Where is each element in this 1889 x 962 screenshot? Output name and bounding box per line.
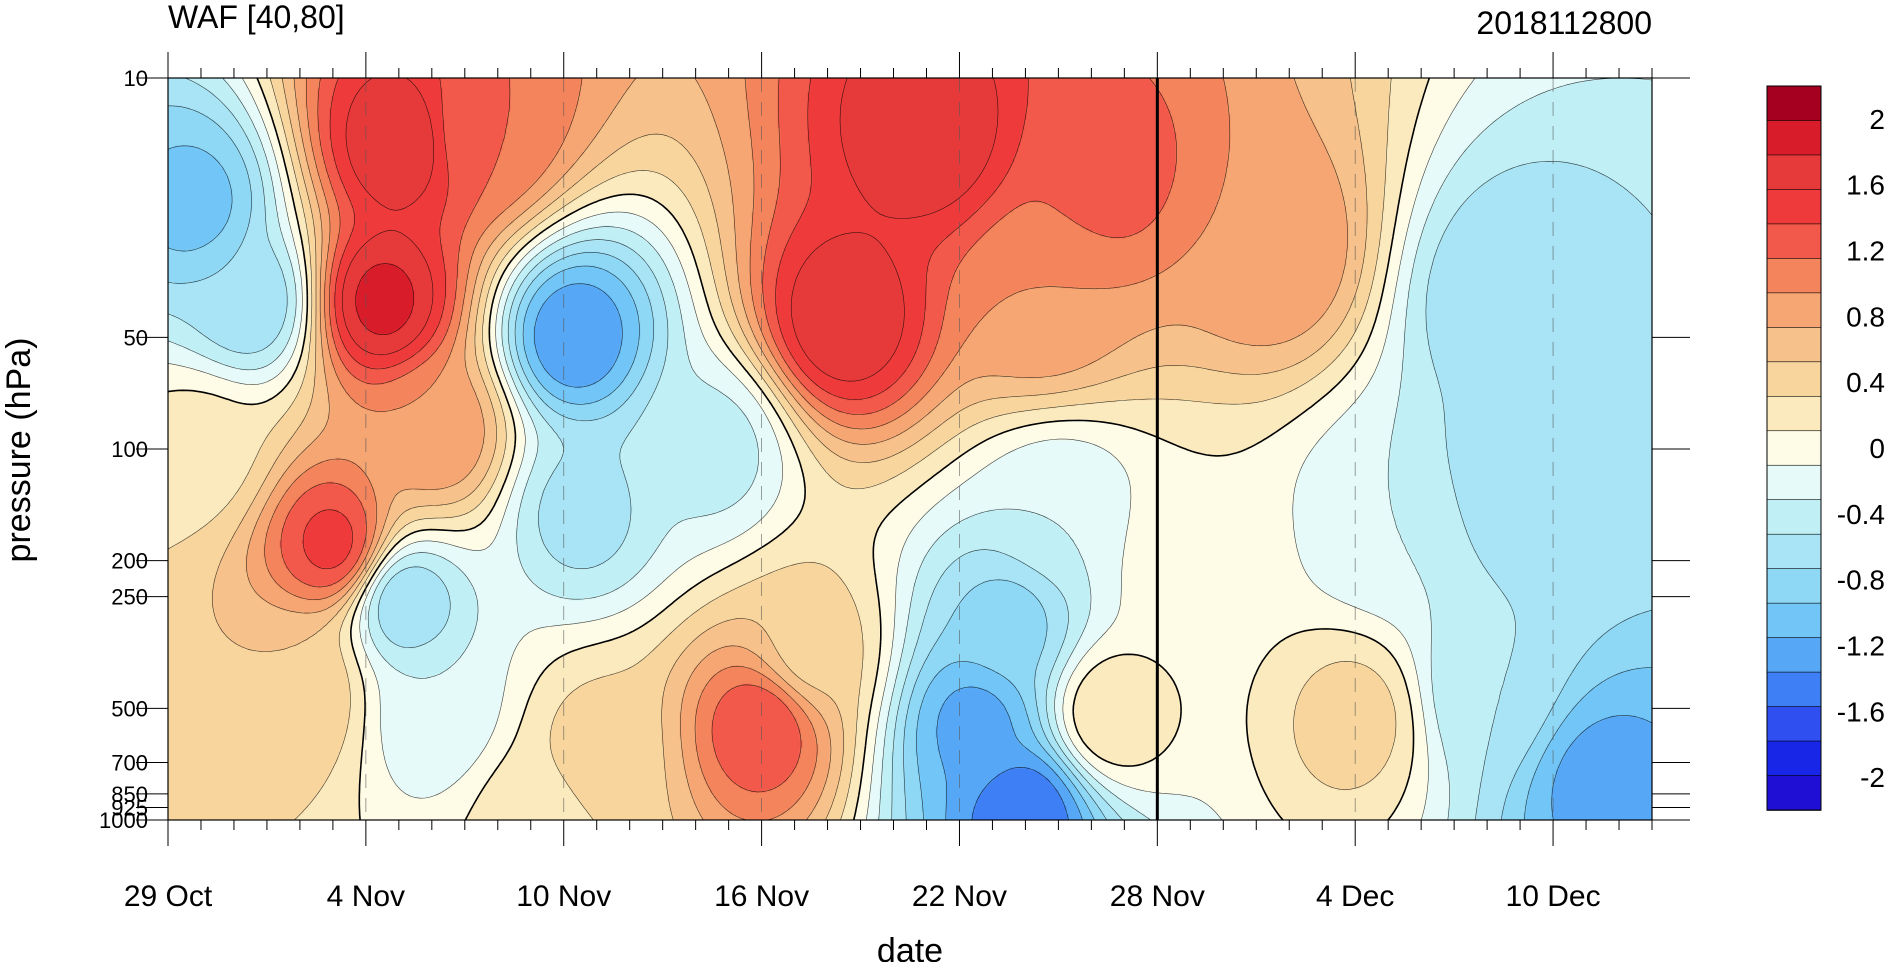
contour-line: [168, 78, 1476, 820]
colorbar-box: [1766, 671, 1822, 708]
y-tick-label: 200: [111, 549, 148, 574]
colorbar-label: -0.8: [1837, 565, 1885, 596]
colorbar-box: [1766, 637, 1822, 673]
y-tick-label: 925: [111, 795, 148, 820]
x-tick-label: 10 Dec: [1506, 880, 1601, 913]
contour-line: [355, 263, 414, 335]
colorbar-label: 2: [1869, 104, 1885, 135]
colorbar-box: [1766, 533, 1822, 570]
colorbar-box: [1766, 395, 1822, 432]
contour-line: [212, 78, 1368, 820]
contour-line: [533, 283, 1652, 820]
colorbar-box: [1766, 327, 1822, 363]
colorbar-box: [1766, 775, 1822, 811]
colorbar-box: [1766, 258, 1822, 294]
colorbar-box: [1766, 464, 1822, 501]
colorbar-box: [1766, 85, 1822, 122]
x-axis-label: date: [877, 932, 943, 962]
y-tick-label: 100: [111, 437, 148, 462]
y-tick-label: 250: [111, 585, 148, 610]
colorbar-box: [1766, 499, 1822, 535]
colorbar-label: 0.4: [1846, 367, 1885, 398]
colorbar-box: [1766, 223, 1822, 260]
colorbar-box: [1766, 740, 1822, 777]
contour-line: [168, 78, 1431, 820]
y-tick-label: 1000: [99, 808, 148, 833]
x-tick-label: 10 Nov: [516, 880, 611, 913]
x-tick-label: 28 Nov: [1110, 880, 1205, 913]
colorbar-box: [1766, 189, 1822, 225]
x-tick-label: 29 Oct: [124, 880, 213, 913]
contour-line: [246, 78, 1348, 820]
x-tick-label: 4 Dec: [1316, 880, 1394, 913]
contour-line: [168, 105, 1652, 820]
chart-title-right: 2018112800: [1476, 5, 1652, 41]
y-axis-label: pressure (hPa): [0, 338, 38, 563]
contour-line: [264, 78, 1231, 820]
x-axis: 29 Oct 4 Nov 10 Nov 16 Nov 22 Nov 28 Nov 4 Dec…: [124, 52, 1653, 913]
x-tick-label: 22 Nov: [912, 880, 1007, 913]
y-tick-label: 50: [124, 325, 148, 350]
colorbar-frame: [1766, 85, 1822, 811]
colorbar-box: [1766, 154, 1822, 191]
colorbar-box: [1766, 568, 1822, 604]
chart-title-left: WAF [40,80]: [168, 0, 345, 35]
colorbar-label: -1.6: [1837, 696, 1885, 727]
y-tick-label: 10: [124, 66, 148, 91]
colorbar-label: 1.2: [1846, 236, 1885, 267]
y-tick-label: 850: [111, 782, 148, 807]
colorbar-label: 0.8: [1846, 301, 1885, 332]
contour-line: [302, 78, 1029, 570]
colorbar-box: [1766, 292, 1822, 329]
contour-line: [168, 145, 1652, 820]
colorbar-label: -0.4: [1837, 499, 1885, 530]
colorbar: 2 1.6 1.2 0.8 0.4 0 -0.4 -0.8 -1.2 -1.6 -2: [1766, 85, 1885, 811]
colorbar-box: [1766, 120, 1822, 156]
colorbar-box: [1766, 361, 1822, 398]
contour-line: [168, 78, 1397, 820]
colorbar-label: 1.6: [1846, 170, 1885, 201]
y-tick-label: 500: [111, 696, 148, 721]
colorbar-box: [1766, 430, 1822, 467]
x-tick-label: 16 Nov: [714, 880, 809, 913]
contour-field: [168, 78, 1652, 820]
plot-area: [167, 77, 1653, 821]
colorbar-box: [1766, 706, 1822, 742]
colorbar-label: -1.2: [1837, 630, 1885, 661]
x-tick-label: 4 Nov: [327, 880, 405, 913]
contour-line: [971, 767, 1069, 820]
colorbar-label: -2: [1860, 762, 1885, 793]
colorbar-label: 0: [1869, 433, 1885, 464]
contour-line: [168, 78, 1652, 820]
colorbar-box: [1766, 602, 1822, 639]
contour-lines: [168, 78, 1652, 820]
y-tick-label: 700: [111, 751, 148, 776]
